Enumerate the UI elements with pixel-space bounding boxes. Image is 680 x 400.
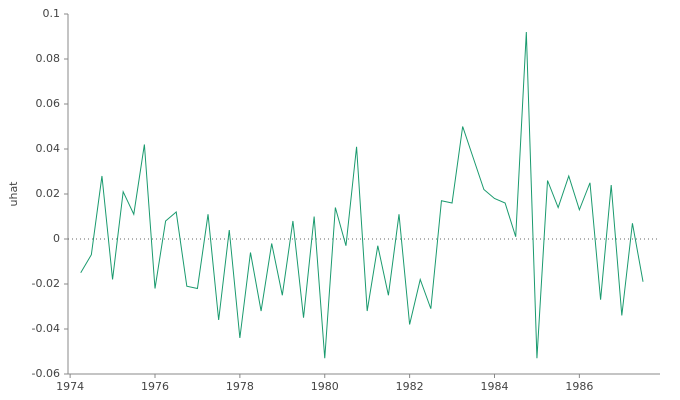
- y-tick-label: -0.06: [32, 367, 60, 380]
- y-tick-label: 0.1: [43, 7, 61, 20]
- x-tick-label: 1974: [56, 380, 84, 393]
- y-tick-label: 0.04: [36, 142, 61, 155]
- x-tick-label: 1978: [226, 380, 254, 393]
- y-tick-label: -0.04: [32, 322, 60, 335]
- y-tick-label: 0.08: [36, 52, 61, 65]
- x-tick-label: 1984: [480, 380, 508, 393]
- x-tick-label: 1980: [311, 380, 339, 393]
- data-line: [80, 31, 644, 359]
- y-tick-label: 0.02: [36, 187, 61, 200]
- x-tick-label: 1986: [565, 380, 593, 393]
- x-tick-label: 1982: [396, 380, 424, 393]
- y-tick-label: -0.02: [32, 277, 60, 290]
- x-tick-label: 1976: [141, 380, 169, 393]
- y-axis-label: uhat: [7, 181, 20, 207]
- y-tick-label: 0.06: [36, 97, 61, 110]
- y-tick-label: 0: [53, 232, 60, 245]
